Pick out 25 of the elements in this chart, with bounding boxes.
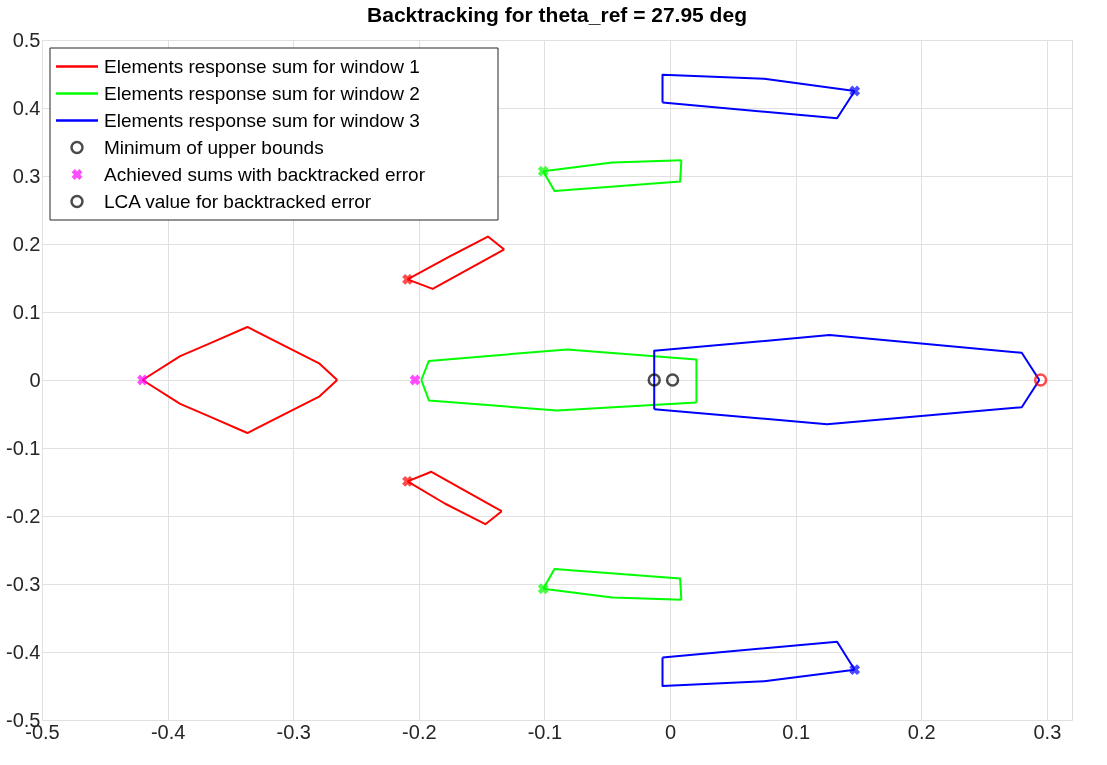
- y-tick-label: 0.3: [12, 164, 41, 187]
- x-tick-label: -0.1: [527, 720, 563, 743]
- y-tick-label: 0.4: [12, 96, 41, 119]
- y-tick-label: -0.1: [6, 436, 41, 459]
- legend-label: Elements response sum for window 3: [104, 109, 420, 131]
- x-tick-label: 0: [664, 720, 677, 743]
- legend-label: Minimum of upper bounds: [104, 136, 324, 158]
- x-tick-label: -0.2: [402, 720, 437, 743]
- y-tick-label: -0.4: [6, 640, 41, 663]
- legend-label: Elements response sum for window 2: [104, 82, 420, 104]
- x-tick-label: 0.3: [1033, 720, 1062, 743]
- y-tick-label: 0.2: [12, 232, 41, 255]
- x-tick-label: 0.2: [907, 720, 936, 743]
- x-tick-label: -0.4: [150, 720, 186, 743]
- y-tick-label: 0: [29, 368, 41, 391]
- x-tick-label: 0.1: [782, 720, 811, 743]
- x-tick-label: -0.3: [276, 720, 311, 743]
- y-tick-label: -0.3: [6, 572, 41, 595]
- legend-label: LCA value for backtracked error: [104, 190, 372, 212]
- y-tick-label: 0.1: [12, 300, 41, 323]
- y-tick-label: -0.2: [6, 504, 41, 527]
- chart-title: Backtracking for theta_ref = 27.95 deg: [367, 3, 747, 26]
- legend-label: Elements response sum for window 1: [104, 55, 420, 77]
- legend-label: Achieved sums with backtracked error: [104, 163, 426, 185]
- y-tick-label: 0.5: [12, 28, 41, 51]
